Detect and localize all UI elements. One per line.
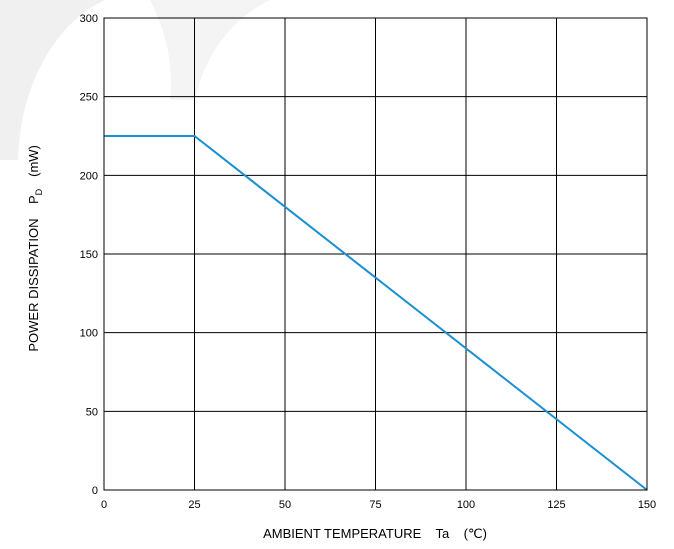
- x-tick-label: 100: [457, 499, 475, 511]
- grid: [104, 18, 647, 490]
- watermark-swoosh: [0, 0, 105, 160]
- x-tick-label: 75: [369, 499, 381, 511]
- x-tick-label: 25: [188, 499, 200, 511]
- plot-frame: [103, 17, 648, 491]
- svg-text:POWER DISSIPATION PD(mW): POWER DISSIPATION PD (mW): [26, 127, 44, 377]
- y-tick-label: 0: [92, 485, 98, 497]
- x-axis-label: AMBIENT TEMPERATURE Ta (℃): [263, 526, 487, 541]
- x-tick-labels: 0 25 50 75 100 125 150: [101, 499, 656, 511]
- x-tick-label: 125: [547, 499, 565, 511]
- x-tick-label: 50: [279, 499, 291, 511]
- series-layer: [104, 135, 648, 491]
- y-tick-label: 300: [80, 13, 98, 25]
- series-line: [104, 135, 648, 491]
- y-axis-label: POWER DISSIPATION PD (mW): [26, 127, 44, 377]
- x-tick-label: 150: [638, 499, 656, 511]
- x-tick-label: 0: [101, 499, 107, 511]
- y-axis-label-unit: (mW): [26, 145, 41, 177]
- y-axis-label-main: POWER DISSIPATION P: [26, 195, 41, 351]
- y-axis-label-subscript: D: [34, 188, 44, 195]
- y-tick-label: 250: [80, 92, 98, 104]
- y-tick-label: 100: [80, 328, 98, 340]
- y-tick-label: 200: [80, 170, 98, 182]
- y-tick-label: 50: [86, 406, 98, 418]
- watermark-swoosh-2: [150, 0, 270, 100]
- y-tick-label: 150: [80, 249, 98, 261]
- y-tick-labels: 0 50 100 150 200 250 300: [80, 13, 98, 497]
